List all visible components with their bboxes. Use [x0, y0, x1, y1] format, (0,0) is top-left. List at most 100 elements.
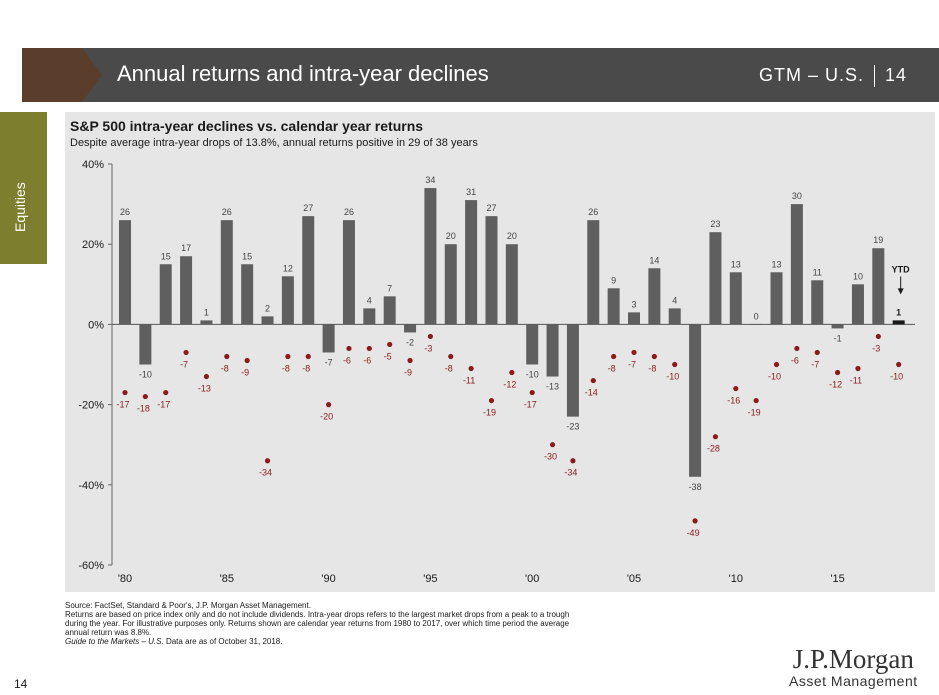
- intra-year-decline-dot: [875, 333, 881, 340]
- intra-year-decline-dot: [488, 397, 495, 404]
- decline-data-label: -9: [404, 367, 412, 377]
- intra-year-decline-dot: [366, 345, 372, 352]
- decline-data-label: -5: [384, 351, 392, 361]
- decline-data-label: -11: [850, 376, 862, 386]
- sidebar-tab-equities: Equities: [0, 112, 47, 264]
- return-data-label: 34: [425, 175, 435, 185]
- annual-return-bar: [811, 280, 824, 325]
- return-data-label: -7: [325, 357, 333, 367]
- intra-year-decline-dot: [733, 385, 739, 392]
- decline-data-label: -30: [544, 452, 557, 462]
- return-data-label: -10: [526, 370, 539, 380]
- return-data-label: 13: [772, 259, 782, 269]
- intra-year-decline-dot: [346, 345, 352, 352]
- chart-subtitle: Despite average intra-year drops of 13.8…: [70, 137, 478, 149]
- decline-data-label: -34: [259, 468, 272, 478]
- annual-return-bar: [302, 216, 315, 325]
- return-data-label: 11: [813, 267, 822, 277]
- logo-subtitle: Asset Management: [789, 673, 918, 689]
- annual-return-bar: [241, 264, 254, 325]
- section-name: GTM – U.S.: [758, 65, 864, 85]
- decline-data-label: -18: [137, 404, 150, 414]
- annual-return-bar: [648, 268, 661, 325]
- decline-data-label: -14: [585, 388, 598, 398]
- return-data-label: 1: [204, 307, 209, 317]
- decline-data-label: -28: [707, 444, 720, 454]
- annual-return-bar: [465, 200, 478, 325]
- return-data-label: 26: [222, 207, 232, 217]
- annual-return-bar: [342, 220, 355, 325]
- return-data-label: -1: [834, 333, 842, 343]
- annual-return-bar: [485, 216, 498, 325]
- return-data-label: 10: [853, 271, 863, 281]
- x-tick-label: '10: [729, 573, 743, 585]
- intra-year-decline-dot: [651, 353, 657, 360]
- banner-arrow-shape: [82, 48, 102, 102]
- ytd-arrow-head: [897, 288, 904, 295]
- decline-data-label: -8: [445, 363, 453, 373]
- return-data-label: 2: [265, 303, 270, 313]
- intra-year-decline-dot: [224, 353, 230, 360]
- return-data-label: 3: [631, 299, 636, 309]
- decline-data-label: -12: [829, 380, 842, 390]
- annual-return-bar: [505, 244, 518, 325]
- decline-data-label: -8: [221, 363, 229, 373]
- annual-return-bar: [261, 316, 274, 325]
- annual-return-bar: [180, 256, 193, 325]
- return-data-label: -10: [139, 370, 152, 380]
- decline-data-label: -6: [791, 355, 799, 365]
- decline-data-label: -17: [157, 400, 170, 410]
- return-data-label: 14: [649, 255, 659, 265]
- annual-return-bar: [851, 284, 864, 325]
- return-data-label: 26: [344, 207, 354, 217]
- intra-year-decline-dot: [509, 369, 515, 376]
- annual-return-bar: [404, 324, 417, 333]
- decline-data-label: -8: [282, 363, 290, 373]
- footnote-line: annual return was 8.8%.: [65, 628, 152, 637]
- intra-year-decline-dot: [794, 345, 800, 352]
- decline-data-label: -7: [628, 359, 636, 369]
- intra-year-decline-dot: [244, 357, 250, 364]
- intra-year-decline-dot: [142, 393, 148, 400]
- x-tick-label: '15: [830, 573, 844, 585]
- decline-data-label: -20: [320, 412, 333, 422]
- annual-return-bar: [220, 220, 233, 325]
- return-data-label: 26: [588, 207, 598, 217]
- annual-return-bar: [689, 324, 702, 477]
- annual-return-bar: [424, 188, 437, 325]
- intra-year-decline-dot: [549, 442, 556, 448]
- annual-return-bar: [139, 324, 152, 365]
- decline-data-label: -10: [666, 372, 679, 382]
- banner-body: [82, 48, 939, 102]
- annual-return-bar: [750, 324, 763, 325]
- header-banner: Annual returns and intra-year declines G…: [22, 48, 939, 102]
- return-data-label: 15: [242, 251, 252, 261]
- return-data-label: 26: [120, 207, 130, 217]
- intra-year-decline-dot: [692, 518, 698, 524]
- return-data-label: -13: [546, 382, 559, 392]
- y-tick-label: -60%: [78, 560, 104, 572]
- annual-return-bar: [546, 324, 559, 377]
- x-tick-label: '00: [525, 573, 539, 585]
- chart-title: S&P 500 intra-year declines vs. calendar…: [70, 118, 424, 134]
- return-data-label: 4: [367, 295, 372, 305]
- annual-return-bar: [526, 324, 539, 365]
- banner-accent: [22, 48, 82, 102]
- x-tick-label: '80: [118, 573, 132, 585]
- decline-data-label: -17: [116, 400, 129, 410]
- return-data-label: 31: [466, 187, 476, 197]
- page-number: 14: [14, 677, 28, 691]
- decline-data-label: -49: [687, 528, 700, 538]
- intra-year-decline-dot: [590, 377, 596, 384]
- footnotes: Source: FactSet, Standard & Poor's, J.P.…: [65, 601, 785, 646]
- return-data-label: 1: [896, 307, 901, 317]
- intra-year-decline-dot: [855, 365, 861, 372]
- intra-year-decline-dot: [468, 365, 474, 372]
- decline-data-label: -19: [748, 408, 761, 418]
- logo-name: J.P.Morgan: [792, 644, 914, 674]
- intra-year-decline-dot: [896, 361, 902, 368]
- x-tick-label: '85: [220, 573, 234, 585]
- annual-return-bar: [200, 320, 213, 325]
- intra-year-decline-dot: [305, 353, 311, 360]
- intra-year-decline-dot: [387, 341, 393, 348]
